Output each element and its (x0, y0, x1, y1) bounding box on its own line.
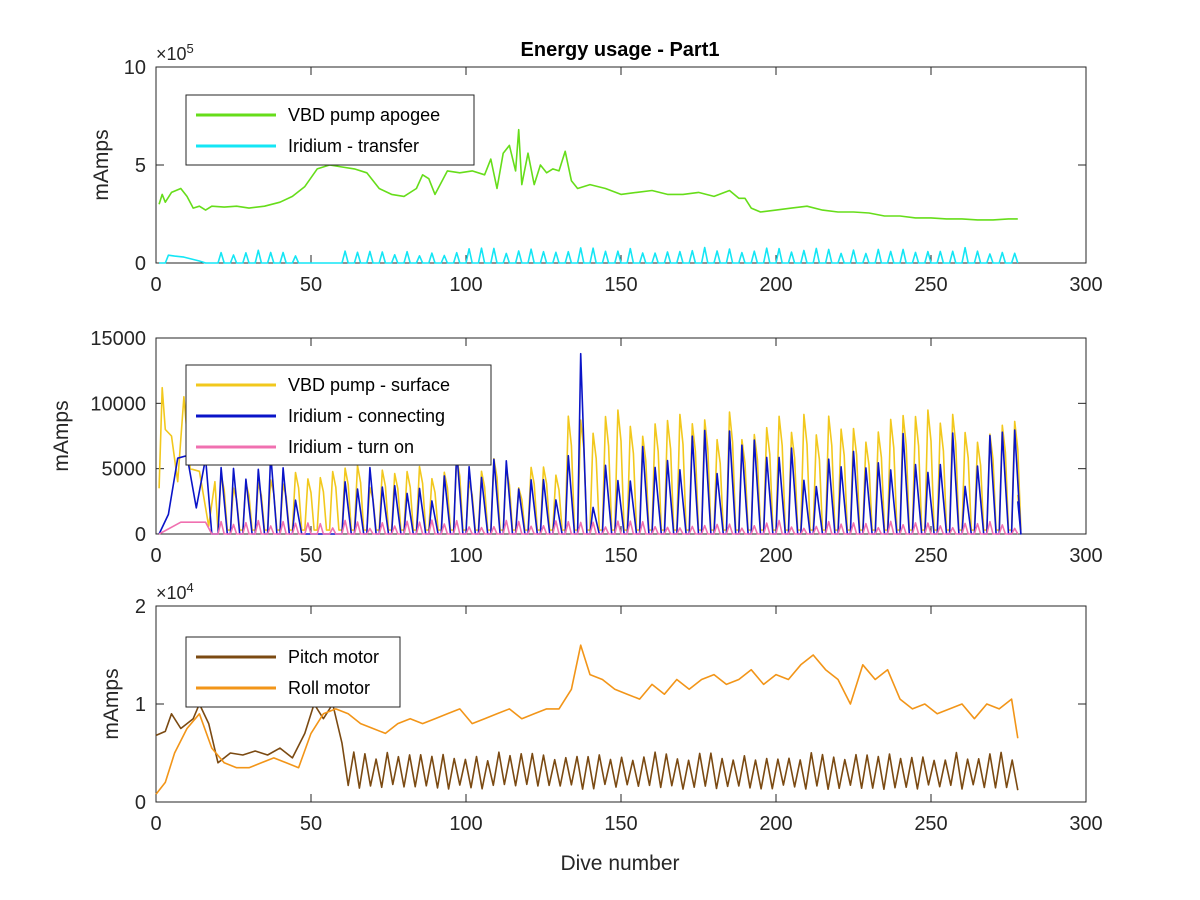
legend-entry: Iridium - transfer (288, 136, 419, 156)
series-line-pitch-motor (155, 703, 1019, 791)
x-tick-label: 150 (604, 813, 637, 835)
y-tick-label: 0 (135, 524, 146, 546)
legend: VBD pump apogee Iridium - transfer (185, 94, 475, 166)
x-tick-label: 100 (449, 545, 482, 567)
y-exponent-label: ×104 (156, 580, 194, 604)
y-exponent-label: ×105 (156, 41, 194, 65)
x-tick-label: 0 (150, 545, 161, 567)
figure-title: Energy usage - Part1 (521, 39, 720, 61)
x-tick-label: 300 (1069, 545, 1102, 567)
legend-entry: Iridium - connecting (288, 406, 445, 426)
panel-vbd-apogee-iridium-transfer: ×105 mAmps 0 50 100 150 200 250 300 0 5 10 VBD pum… (90, 41, 1103, 297)
x-tick-label: 200 (759, 813, 792, 835)
y-axis-label: mAmps (100, 668, 123, 739)
legend: VBD pump - surface Iridium - connecting Ir… (185, 364, 492, 466)
x-axis-label: Dive number (560, 852, 679, 875)
legend-entry: VBD pump - surface (288, 375, 450, 395)
y-axis-label: mAmps (90, 129, 113, 200)
series-line-roll-motor (155, 644, 1019, 795)
x-tick-label: 50 (300, 274, 322, 296)
x-tick-label: 50 (300, 813, 322, 835)
x-tick-label: 50 (300, 545, 322, 567)
legend: Pitch motor Roll motor (185, 636, 401, 708)
x-tick-label: 0 (150, 274, 161, 296)
legend-box (185, 636, 401, 708)
y-tick-label: 5000 (102, 459, 147, 481)
x-tick-label: 300 (1069, 813, 1102, 835)
x-tick-label: 100 (449, 813, 482, 835)
legend-entry: Roll motor (288, 678, 370, 698)
x-tick-label: 100 (449, 274, 482, 296)
y-axis-label: mAmps (50, 400, 73, 471)
legend-entry: Iridium - turn on (288, 437, 414, 457)
y-tick-label: 0 (135, 253, 146, 275)
legend-box (185, 94, 475, 166)
y-tick-label: 15000 (90, 328, 146, 350)
x-tick-label: 250 (914, 813, 947, 835)
y-tick-label: 2 (135, 596, 146, 618)
x-tick-label: 150 (604, 545, 637, 567)
legend-entry: VBD pump apogee (288, 105, 440, 125)
panel-vbd-surface-iridium: mAmps 0 50 100 150 200 250 300 0 5000 10000 15000 V… (50, 328, 1103, 567)
x-tick-label: 200 (759, 545, 792, 567)
y-tick-label: 5 (135, 155, 146, 177)
legend-entry: Pitch motor (288, 647, 379, 667)
y-tick-label: 1 (135, 694, 146, 716)
x-tick-label: 250 (914, 545, 947, 567)
y-tick-label: 10 (124, 57, 146, 79)
y-tick-label: 0 (135, 792, 146, 814)
x-tick-label: 200 (759, 274, 792, 296)
x-tick-label: 0 (150, 813, 161, 835)
y-tick-label: 10000 (90, 393, 146, 415)
x-tick-label: 150 (604, 274, 637, 296)
x-tick-label: 300 (1069, 274, 1102, 296)
series-line-iridium-turn-on (158, 519, 1019, 535)
x-tick-label: 250 (914, 274, 947, 296)
series-line-vbd-pump-apogee (158, 128, 1018, 221)
series-line-iridium-transfer (159, 246, 1019, 264)
panel-pitch-roll-motor: ×104 mAmps 0 50 100 150 200 250 300 0 1 2 Pitch mo… (100, 580, 1103, 836)
